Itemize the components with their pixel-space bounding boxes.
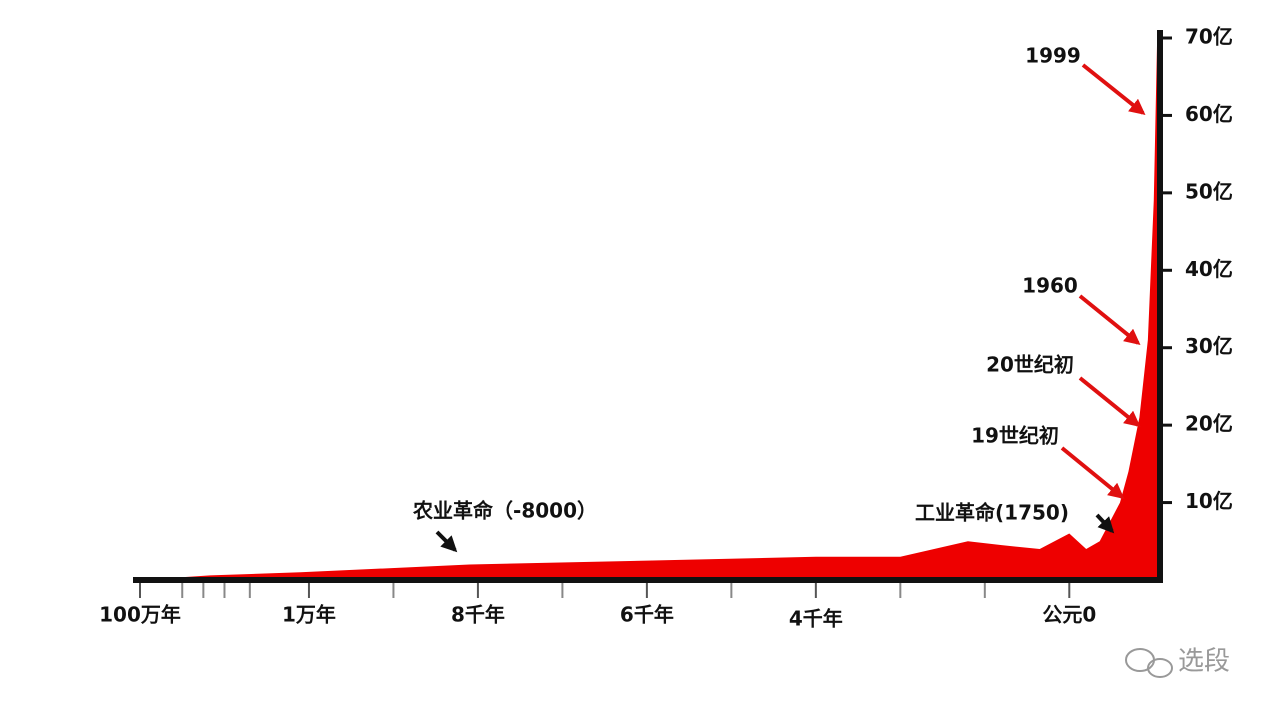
annotation: 农业革命（-8000）	[412, 499, 597, 523]
annotation-arrow	[1078, 294, 1141, 346]
y-tick-label: 70亿	[1185, 25, 1233, 49]
x-tick-label: 4千年	[789, 607, 843, 631]
x-tick-label: 8千年	[451, 603, 505, 627]
annotation: 19世纪初	[971, 424, 1059, 448]
annotation-arrow	[1081, 63, 1146, 115]
annotation: 工业革命(1750)	[915, 501, 1069, 525]
annotation: 20世纪初	[986, 353, 1074, 377]
y-tick-label: 20亿	[1185, 412, 1233, 436]
annotation-arrow	[1078, 376, 1141, 428]
x-tick-label: 公元0	[1042, 603, 1096, 627]
watermark: 选段	[1178, 647, 1230, 677]
y-tick-label: 50亿	[1185, 179, 1233, 203]
y-tick-label: 10亿	[1185, 489, 1233, 513]
y-tick-label: 60亿	[1185, 102, 1233, 126]
x-tick-label: 100万年	[99, 603, 181, 627]
annotation: 1960	[1022, 274, 1078, 298]
y-tick-label: 30亿	[1185, 334, 1233, 358]
x-tick-label: 6千年	[620, 603, 674, 627]
annotation-arrow	[1095, 513, 1115, 534]
watermark-logo	[1125, 648, 1173, 678]
annotation: 1999	[1025, 44, 1081, 68]
annotation-arrow	[435, 530, 458, 553]
y-tick-label: 40亿	[1185, 257, 1233, 281]
x-tick-label: 1万年	[282, 603, 336, 627]
area	[140, 38, 1158, 580]
annotation-arrow	[1060, 446, 1125, 500]
